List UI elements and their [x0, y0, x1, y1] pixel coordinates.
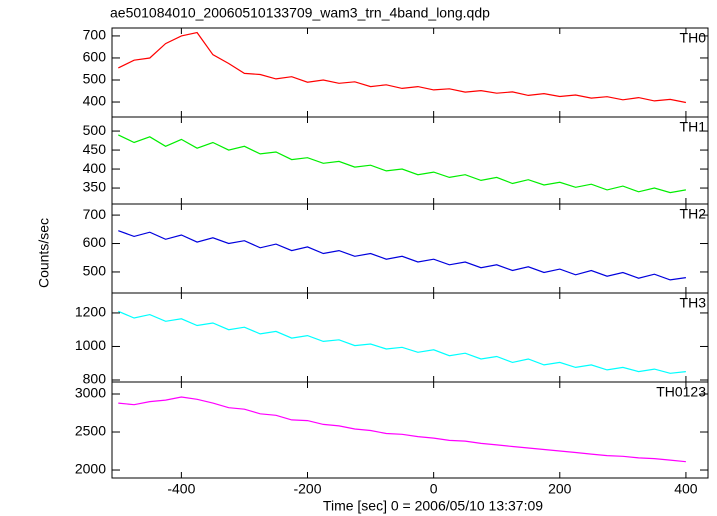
y-tick-label: 450 [83, 141, 107, 157]
light-curve [118, 230, 686, 281]
y-tick-label: 350 [83, 179, 107, 195]
y-tick-label: 400 [83, 160, 107, 176]
panel-label: TH3 [680, 295, 707, 311]
y-tick-label: 1000 [75, 337, 106, 353]
y-tick-label: 2000 [75, 461, 106, 477]
light-curve [118, 31, 687, 104]
x-tick-label: 400 [674, 481, 698, 497]
light-curve [118, 134, 687, 194]
y-tick-label: 400 [83, 93, 107, 109]
y-tick-label: 2500 [75, 423, 106, 439]
y-tick-label: 500 [83, 263, 107, 279]
y-tick-label: 3000 [75, 385, 106, 401]
chart-title: ae501084010_20060510133709_wam3_trn_4ban… [110, 5, 490, 21]
y-tick-label: 500 [83, 71, 107, 87]
y-tick-label: 800 [83, 371, 107, 387]
panel-label: TH1 [680, 119, 707, 135]
y-axis-label: Counts/sec [36, 218, 52, 288]
x-tick-label: 200 [548, 481, 572, 497]
y-tick-label: 1200 [75, 304, 106, 320]
light-curve [118, 310, 686, 374]
panel-frame [111, 116, 709, 205]
panel-label: TH0 [680, 30, 707, 46]
y-tick-label: 700 [83, 206, 107, 222]
light-curve [118, 396, 686, 463]
panel-frame [111, 381, 709, 479]
panel-frame [111, 27, 709, 118]
x-tick-label: -200 [293, 481, 321, 497]
y-tick-label: 600 [83, 234, 107, 250]
x-tick-label: -400 [167, 481, 195, 497]
x-tick-label: 0 [430, 481, 438, 497]
panel-label: TH2 [680, 206, 707, 222]
y-tick-label: 500 [83, 122, 107, 138]
panel-label: TH0123 [656, 384, 706, 400]
y-tick-label: 700 [83, 27, 107, 43]
x-axis-label: Time [sec] 0 = 2006/05/10 13:37:09 [323, 498, 543, 514]
panel-frame [111, 203, 709, 294]
y-tick-label: 600 [83, 49, 107, 65]
